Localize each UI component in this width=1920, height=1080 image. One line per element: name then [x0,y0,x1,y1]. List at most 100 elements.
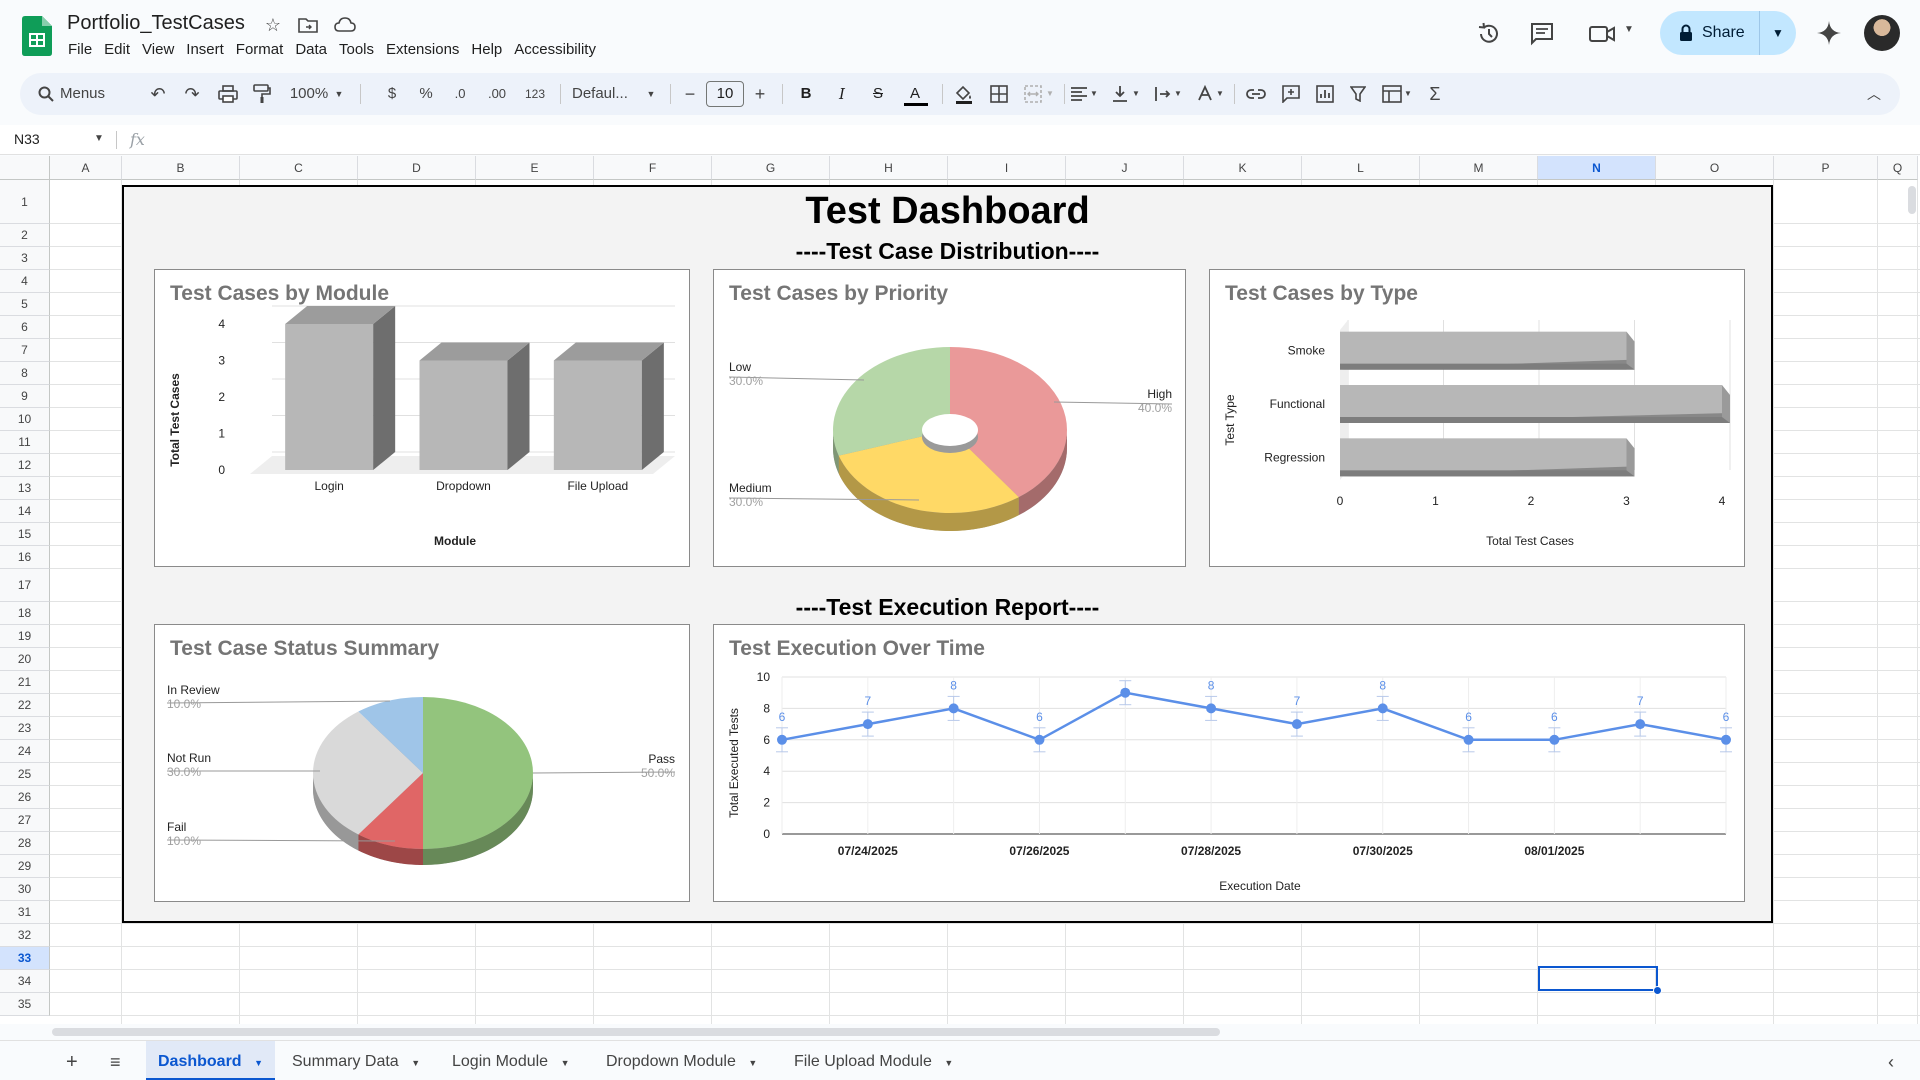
search-icon[interactable] [38,86,54,102]
gemini-icon[interactable] [1816,20,1842,46]
menu-view[interactable]: View [142,41,175,58]
column-header-h[interactable]: H [830,156,948,180]
merge-dropdown-icon[interactable]: ▼ [1046,89,1054,98]
row-header-35[interactable]: 35 [0,993,50,1016]
row-header-34[interactable]: 34 [0,970,50,993]
version-history-icon[interactable] [1476,21,1502,47]
chart-test-execution-over-time[interactable]: Test Execution Over Time 0 2 4 6 8 10 07/24/20… [713,624,1745,902]
row-header-7[interactable]: 7 [0,339,50,362]
chart-test-cases-by-priority[interactable]: Test Cases by Priority High 40.0% Medium 30… [713,269,1186,567]
borders-icon[interactable] [990,85,1008,103]
column-header-b[interactable]: B [122,156,240,180]
column-header-k[interactable]: K [1184,156,1302,180]
row-header-23[interactable]: 23 [0,717,50,740]
add-sheet-button[interactable]: + [66,1051,78,1073]
sheet-tab-menu-icon[interactable]: ▼ [251,1058,263,1068]
strikethrough-button[interactable]: S [872,85,883,102]
text-wrapping-dropdown-icon[interactable]: ▼ [1174,89,1182,98]
column-header-e[interactable]: E [476,156,594,180]
fill-handle[interactable] [1653,986,1662,995]
column-header-j[interactable]: J [1066,156,1184,180]
menu-edit[interactable]: Edit [104,41,131,58]
chart-test-cases-by-module[interactable]: Test Cases by Module 0 1 2 3 4 Login Dropdown F… [154,269,690,567]
zoom-select[interactable]: 100% [289,85,329,102]
filter-views-icon[interactable] [1382,85,1402,103]
sheet-tab-dropdown-module[interactable]: Dropdown Module ▼ [594,1041,769,1080]
filter-icon[interactable] [1350,86,1366,102]
column-header-i[interactable]: I [948,156,1066,180]
share-dropdown-icon[interactable]: ▼ [1772,26,1784,40]
row-header-21[interactable]: 21 [0,671,50,694]
merge-cells-icon[interactable] [1024,85,1042,103]
row-header-10[interactable]: 10 [0,408,50,431]
row-header-17[interactable]: 17 [0,569,50,602]
row-header-8[interactable]: 8 [0,362,50,385]
fill-color-icon[interactable] [954,84,974,104]
row-header-11[interactable]: 11 [0,431,50,454]
row-header-33[interactable]: 33 [0,947,50,970]
chart-test-cases-by-type[interactable]: Test Cases by Type 0 1 2 3 4 Smoke Functional R… [1209,269,1745,567]
text-color-button[interactable]: A [909,85,920,102]
row-header-18[interactable]: 18 [0,602,50,625]
row-header-6[interactable]: 6 [0,316,50,339]
row-header-32[interactable]: 32 [0,924,50,947]
row-header-28[interactable]: 28 [0,832,50,855]
print-icon[interactable] [218,85,238,103]
column-header-m[interactable]: M [1420,156,1538,180]
row-header-24[interactable]: 24 [0,740,50,763]
menu-extensions[interactable]: Extensions [386,41,460,58]
row-header-29[interactable]: 29 [0,855,50,878]
paint-format-icon[interactable] [253,84,271,104]
comments-icon[interactable] [1530,22,1554,46]
text-rotation-icon[interactable] [1196,85,1214,103]
row-header-3[interactable]: 3 [0,247,50,270]
row-header-14[interactable]: 14 [0,500,50,523]
sheet-tab-menu-icon[interactable]: ▼ [408,1058,421,1068]
row-header-22[interactable]: 22 [0,694,50,717]
font-size-input[interactable]: 10 [706,81,744,107]
insert-chart-icon[interactable] [1316,85,1334,103]
name-box-dropdown-icon[interactable]: ▼ [94,133,104,144]
meet-dropdown-icon[interactable]: ▼ [1624,24,1634,35]
insert-link-icon[interactable] [1246,87,1266,101]
column-header-c[interactable]: C [240,156,358,180]
column-header-o[interactable]: O [1656,156,1774,180]
select-all-corner[interactable] [0,156,50,180]
sheet-tab-login-module[interactable]: Login Module ▼ [440,1041,582,1080]
undo-icon[interactable]: ↶ [150,84,166,104]
column-header-f[interactable]: F [594,156,712,180]
row-header-15[interactable]: 15 [0,523,50,546]
vertical-scrollbar[interactable] [1908,186,1916,214]
row-header-13[interactable]: 13 [0,477,50,500]
horizontal-scrollbar[interactable] [52,1028,1220,1036]
row-header-4[interactable]: 4 [0,270,50,293]
functions-button[interactable]: Σ [1429,84,1441,104]
italic-button[interactable]: I [839,85,845,103]
currency-format-button[interactable]: $ [387,85,397,102]
row-header-16[interactable]: 16 [0,546,50,569]
collapse-toolbar-icon[interactable]: ︿ [1867,86,1881,102]
menu-insert[interactable]: Insert [186,41,224,58]
row-header-27[interactable]: 27 [0,809,50,832]
vertical-align-dropdown-icon[interactable]: ▼ [1132,89,1140,98]
row-header-20[interactable]: 20 [0,648,50,671]
selected-cell[interactable] [1538,966,1658,991]
row-header-5[interactable]: 5 [0,293,50,316]
decrease-decimal-button[interactable]: .0 [454,86,466,101]
menu-accessibility[interactable]: Accessibility [514,41,596,58]
column-header-d[interactable]: D [358,156,476,180]
number-format-button[interactable]: 123 [524,87,546,101]
percent-format-button[interactable]: % [419,85,433,102]
horizontal-align-dropdown-icon[interactable]: ▼ [1090,89,1098,98]
sheet-tab-menu-icon[interactable]: ▼ [558,1058,570,1068]
row-header-9[interactable]: 9 [0,385,50,408]
chart-test-case-status-summary[interactable]: Test Case Status Summary Pass 50.0% Fail 10… [154,624,690,902]
row-header-2[interactable]: 2 [0,224,50,247]
column-header-a[interactable]: A [50,156,122,180]
row-header-25[interactable]: 25 [0,763,50,786]
row-header-26[interactable]: 26 [0,786,50,809]
menu-help[interactable]: Help [471,41,503,58]
increase-decimal-button[interactable]: .00 [487,86,507,101]
sheet-tab-dashboard[interactable]: Dashboard ▼ [146,1041,275,1080]
meet-icon[interactable] [1588,22,1616,46]
